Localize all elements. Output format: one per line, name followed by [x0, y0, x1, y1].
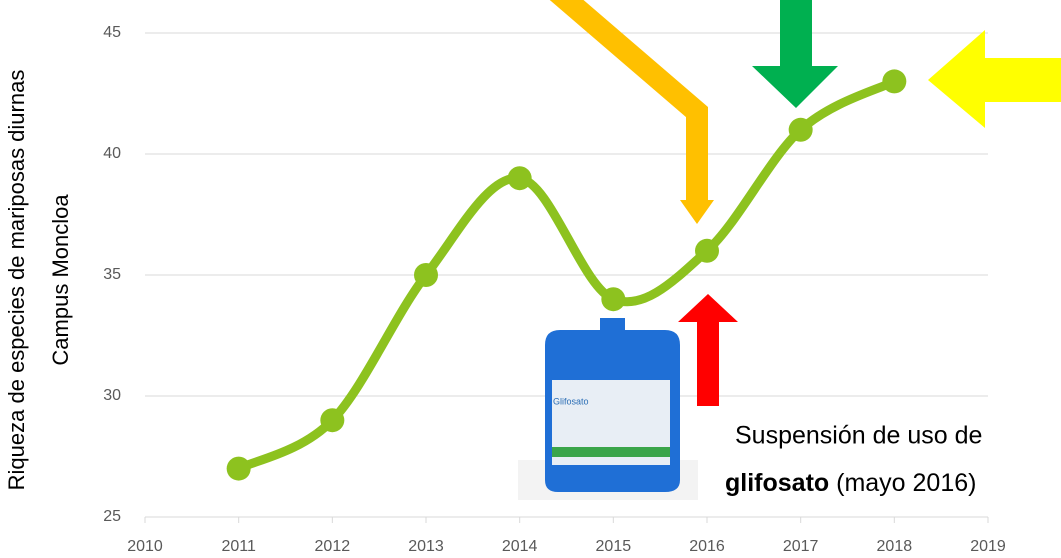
x-tick-label: 2019	[970, 538, 1006, 555]
x-tick-label: 2016	[689, 538, 725, 555]
annotation-bold: glifosato	[725, 469, 829, 497]
x-tick-label: 2015	[596, 538, 632, 555]
red-arrow	[678, 294, 738, 406]
yellow-arrow	[928, 30, 1061, 128]
y-tick-label: 45	[103, 24, 121, 41]
orange-arrow	[555, 0, 697, 205]
x-tick-label: 2012	[315, 538, 351, 555]
point	[695, 239, 719, 263]
y-axis-title: Campus Moncloa	[48, 194, 73, 366]
orange-arrow-head	[680, 200, 714, 224]
x-tick-label: 2010	[127, 538, 163, 555]
y-tick-label: 35	[103, 266, 121, 283]
y-tick-label: 30	[103, 387, 121, 404]
product-label: Glifosato	[553, 396, 589, 406]
x-tick-label: 2017	[783, 538, 819, 555]
point	[882, 69, 906, 93]
point	[508, 166, 532, 190]
y-axis-title: Riqueza de especies de mariposas diurnas	[4, 70, 29, 491]
point	[227, 457, 251, 481]
x-tick-label: 2013	[408, 538, 444, 555]
x-tick-label: 2018	[877, 538, 913, 555]
jug-stripe	[552, 447, 670, 457]
x-tick-label: 2014	[502, 538, 538, 555]
point	[789, 118, 813, 142]
y-tick-label: 40	[103, 145, 121, 162]
x-tick-label: 2011	[221, 538, 256, 555]
annotation: Suspensión de uso de	[735, 422, 982, 450]
point	[414, 263, 438, 287]
product-image: Glifosato	[518, 318, 698, 500]
green-arrow	[752, 0, 838, 108]
y-tick-label: 25	[103, 508, 121, 525]
point	[601, 287, 625, 311]
annotation-rest: (mayo 2016)	[829, 469, 976, 497]
annotation: glifosato (mayo 2016)	[725, 469, 976, 497]
point	[320, 408, 344, 432]
chart: Riqueza de especies de mariposas diurnas…	[0, 0, 1061, 558]
